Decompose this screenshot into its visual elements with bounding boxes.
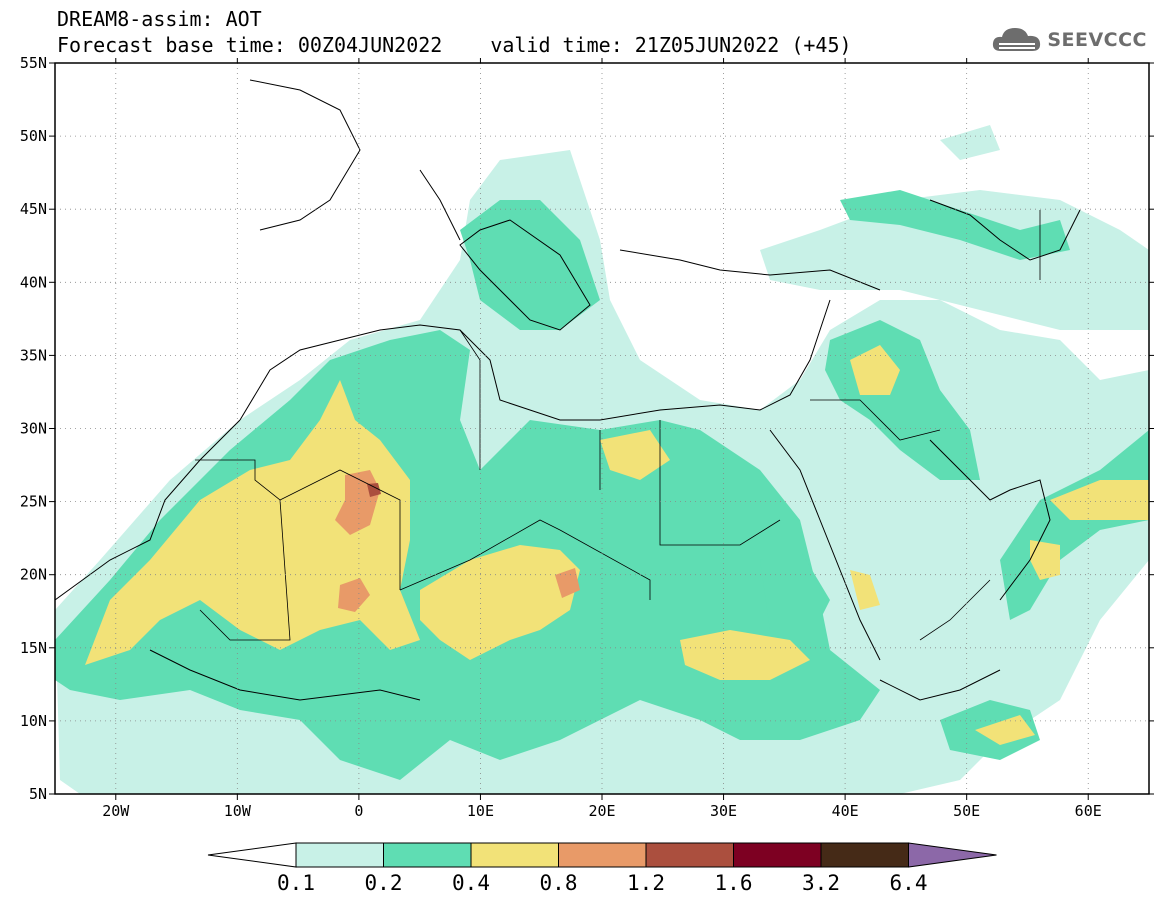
colorbar-label: 1.6 [715, 871, 753, 895]
gridlines [55, 63, 1149, 794]
x-tick-label: 40E [832, 802, 859, 820]
y-tick-label: 45N [20, 200, 47, 218]
x-tick-label: 0 [354, 802, 363, 820]
y-tick-label: 50N [20, 127, 47, 145]
coastlines [55, 79, 1081, 701]
seevccc-logo: SEEVCCC [991, 24, 1147, 56]
valid-time: valid time: 21Z05JUN2022 (+45) [490, 33, 852, 57]
aot-field [55, 79, 1149, 794]
x-tick-label: 20W [102, 802, 130, 820]
colorbar-cell [558, 842, 647, 868]
colorbar: 0.1 0.2 0.4 0.8 1.2 1.6 3.2 6.4 [207, 842, 997, 895]
colorbar-label: 0.4 [452, 871, 490, 895]
colorbar-cell [295, 842, 384, 868]
colorbar-cell [383, 842, 472, 868]
x-tick-label: 20E [588, 802, 615, 820]
map-title: DREAM8-assim: AOT [57, 7, 262, 31]
colorbar-label: 3.2 [802, 871, 840, 895]
y-tick-label: 10N [20, 712, 47, 730]
colorbar-cell [645, 842, 734, 868]
axis-ticks: 20W 10W 0 10E 20E 30E 40E 50E 60E 55N 50N 45N 40N 35N… [20, 54, 1154, 820]
y-tick-label: 40N [20, 273, 47, 291]
colorbar-cell [470, 842, 559, 868]
aot-level-1.2 [367, 483, 381, 497]
colorbar-label: 6.4 [890, 871, 928, 895]
country-borders [195, 210, 1041, 641]
y-tick-label: 15N [20, 639, 47, 657]
colorbar-cell [733, 842, 822, 868]
colorbar-over-triangle [908, 842, 997, 868]
y-tick-label: 55N [20, 54, 47, 72]
colorbar-label: 0.1 [277, 871, 315, 895]
colorbar-under-triangle [207, 842, 297, 868]
y-tick-label: 35N [20, 346, 47, 364]
time-info: Forecast base time: 00Z04JUN2022 valid ti… [57, 34, 852, 56]
x-tick-label: 10W [224, 802, 252, 820]
x-tick-label: 60E [1075, 802, 1102, 820]
y-tick-label: 25N [20, 493, 47, 511]
colorbar-label: 0.8 [540, 871, 578, 895]
base-time: Forecast base time: 00Z04JUN2022 [57, 33, 443, 57]
y-tick-label: 5N [29, 785, 47, 803]
x-tick-label: 30E [710, 802, 737, 820]
aot-level-0.4 [85, 345, 1149, 745]
cloud-icon [993, 28, 1041, 51]
x-tick-label: 50E [953, 802, 980, 820]
y-tick-label: 20N [20, 566, 47, 584]
y-tick-label: 30N [20, 420, 47, 438]
colorbar-label: 1.2 [627, 871, 665, 895]
colorbar-cell [820, 842, 909, 868]
x-tick-label: 10E [467, 802, 494, 820]
colorbar-label: 0.2 [365, 871, 403, 895]
logo-text: SEEVCCC [1047, 29, 1147, 51]
